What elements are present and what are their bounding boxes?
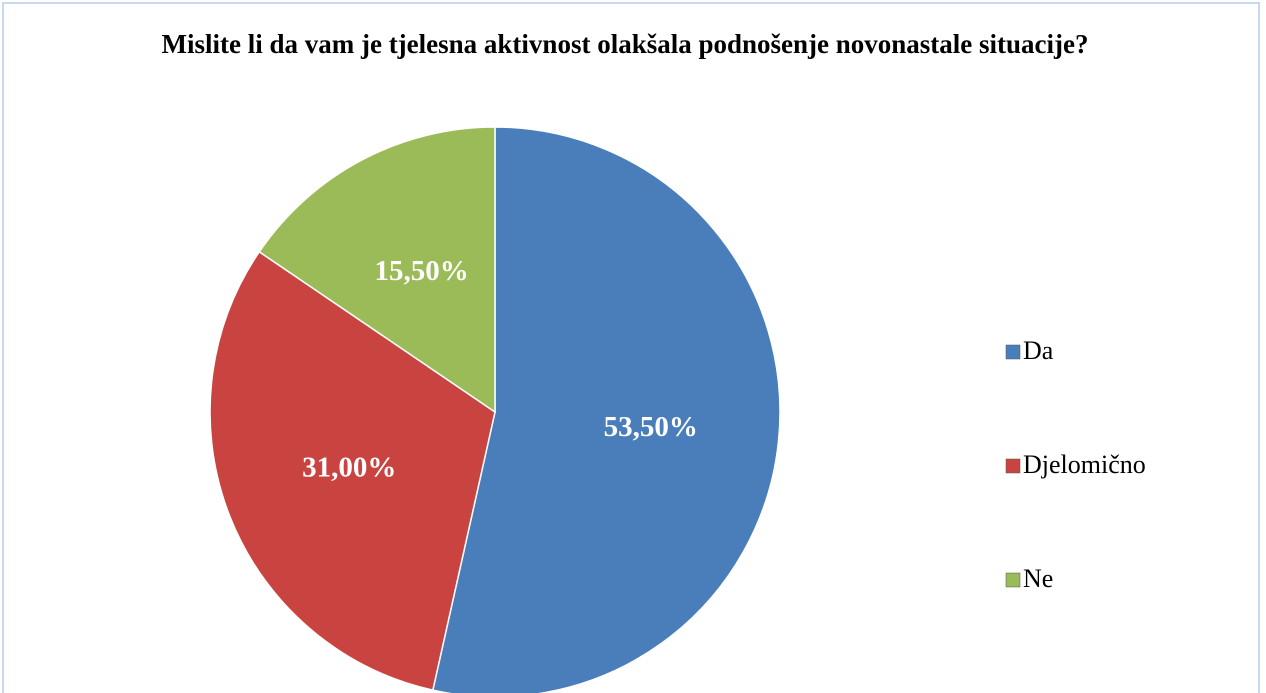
legend-label: Ne [1023,564,1053,593]
pie-slice [258,126,496,414]
legend-label: Djelomično [1023,450,1146,479]
data-label: 53,50% [604,411,698,443]
legend-swatch [1005,344,1021,360]
pie-slice [209,250,496,692]
data-label: 15,50% [375,255,469,287]
legend-swatch [1005,458,1021,474]
chart-title: Mislite li da vam je tjelesna aktivnost … [161,29,1089,59]
legend-swatch [1005,572,1021,588]
legend-label: Da [1023,336,1054,365]
data-label: 31,00% [302,451,396,483]
pie-slice [431,126,781,693]
